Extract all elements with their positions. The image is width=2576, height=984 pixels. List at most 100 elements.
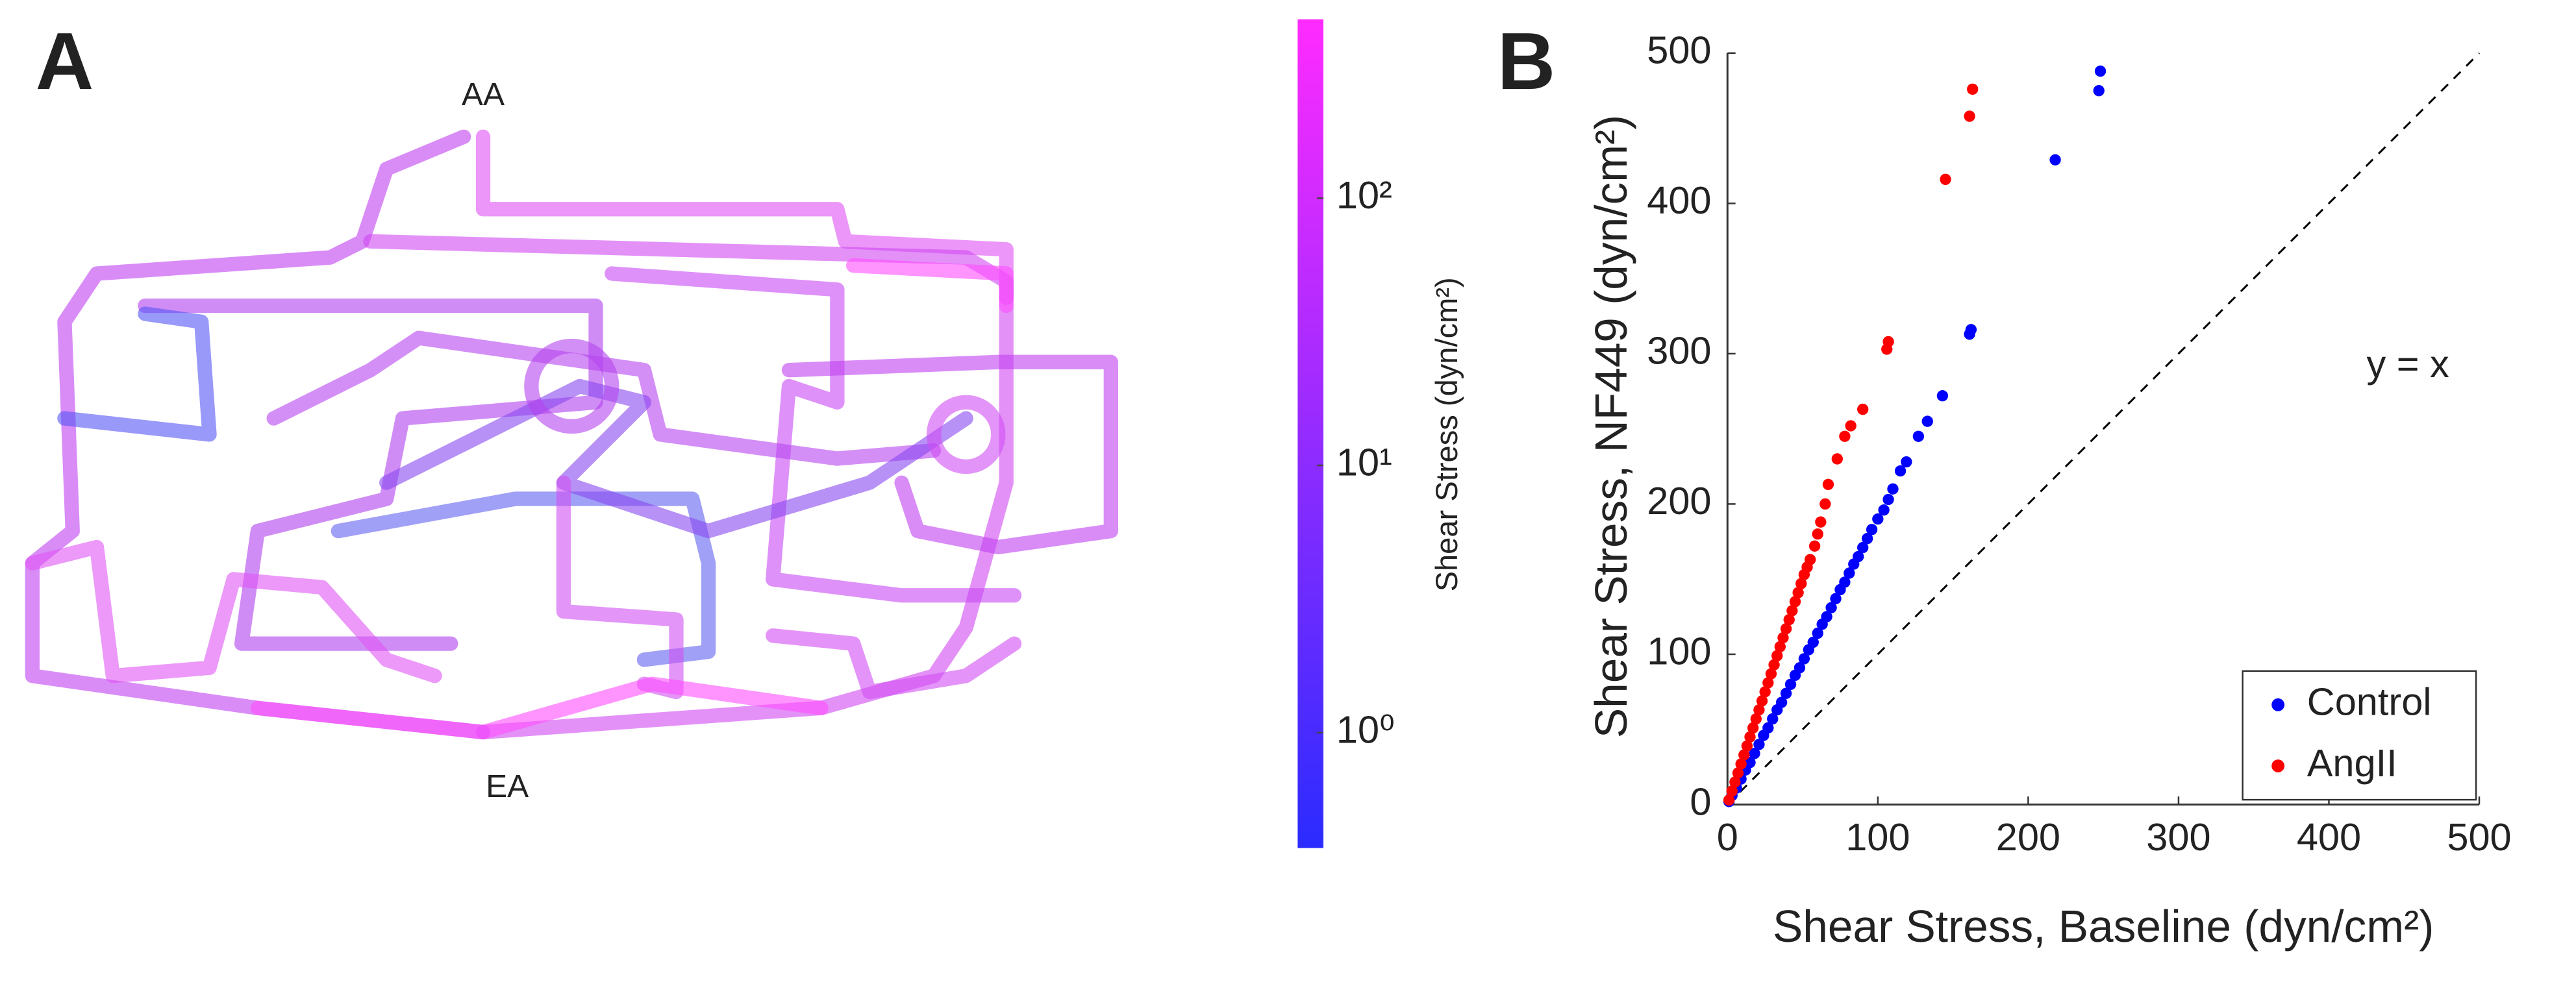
scatter-point <box>1768 659 1780 670</box>
scatter-point <box>1866 524 1878 535</box>
scatter-point <box>1853 550 1864 563</box>
scatter-point <box>1732 767 1744 779</box>
y-axis-title: Shear Stress, NF449 (dyn/cm²) <box>1586 115 1636 738</box>
y-tick-label: 500 <box>1647 29 1711 72</box>
x-tick-label: 100 <box>1845 815 1910 859</box>
x-tick-label: 300 <box>2146 815 2210 859</box>
scatter-point <box>1857 541 1869 554</box>
scatter-point <box>1767 713 1779 725</box>
scatter-point <box>1872 513 1884 525</box>
x-tick-label: 400 <box>2297 815 2361 859</box>
scatter-point <box>1861 533 1873 545</box>
legend-box <box>2242 670 2477 801</box>
scatter-point <box>1774 641 1786 653</box>
scatter-point <box>2093 85 2105 97</box>
scatter-point <box>1759 686 1771 698</box>
vessel <box>379 378 973 539</box>
scatter-point <box>1795 578 1807 589</box>
scatter-point <box>1747 722 1759 734</box>
scatter-point <box>1839 430 1851 442</box>
scatter-point <box>1783 614 1795 626</box>
scatter-point <box>1738 749 1750 761</box>
scatter-point <box>1786 605 1798 617</box>
scatter-point <box>1762 677 1774 689</box>
scatter-point <box>1744 757 1756 769</box>
scatter-point <box>1839 576 1851 588</box>
scatter-point <box>1798 653 1810 665</box>
panel-label: B <box>1497 17 1556 106</box>
scatter-point <box>1812 528 1823 540</box>
scatter-point <box>1821 611 1832 622</box>
vessel <box>475 129 1014 305</box>
scatter-point <box>1729 776 1741 788</box>
scatter-point <box>1777 632 1789 644</box>
scatter-point <box>1756 695 1768 707</box>
vessel <box>331 491 716 667</box>
colorbar-tick-label: 10⁰ <box>1336 707 1395 751</box>
legend-label: Control <box>2307 680 2432 724</box>
scatter-point <box>1936 390 1949 402</box>
scatter-point <box>1901 456 1912 468</box>
scatter-point <box>1822 478 1834 491</box>
scatter-point <box>1812 627 1823 639</box>
colorbar-tick-label: 10² <box>1336 173 1392 217</box>
y-tick-label: 200 <box>1647 479 1711 523</box>
scatter-point <box>1819 498 1831 510</box>
vessel <box>266 330 942 466</box>
vessel <box>57 306 217 442</box>
scatter-point <box>1749 748 1760 759</box>
scatter-point <box>1831 453 1843 465</box>
x-axis-title: Shear Stress, Baseline (dyn/cm²) <box>1773 901 2434 952</box>
scatter-point <box>1735 758 1747 770</box>
vessel <box>25 129 491 740</box>
scatter-point <box>2049 154 2061 166</box>
scatter-point <box>1964 110 1975 122</box>
vessel <box>25 539 442 683</box>
scatter-point <box>1762 722 1774 734</box>
y-tick-label: 0 <box>1690 780 1711 823</box>
scatter-point <box>1808 540 1821 552</box>
vessel <box>363 234 1014 740</box>
scatter-point <box>1807 636 1819 648</box>
colorbar <box>1297 19 1324 848</box>
x-tick-label: 200 <box>1996 815 2060 859</box>
scatter-point <box>1784 678 1797 690</box>
scatter-point <box>1792 587 1804 598</box>
scatter-point <box>1780 622 1792 635</box>
scatter-point <box>1921 415 1933 427</box>
scatter-point <box>1744 731 1756 743</box>
scatter-point <box>1765 668 1777 680</box>
scatter-point <box>1753 704 1765 716</box>
legend-marker <box>2271 698 2285 711</box>
scatter-point <box>1815 516 1827 528</box>
node-label: AA <box>462 76 505 112</box>
scatter-point <box>1857 403 1869 415</box>
vessel <box>926 395 1006 474</box>
scatter-point <box>1965 324 1977 336</box>
scatter-point <box>1940 173 1951 185</box>
scatter-point <box>1882 493 1894 506</box>
y-tick-label: 400 <box>1647 178 1711 222</box>
scatter-point <box>1912 430 1925 442</box>
y-tick-label: 100 <box>1647 630 1711 673</box>
scatter-point <box>1882 336 1894 348</box>
vessel <box>138 298 603 651</box>
scatter-point <box>1878 504 1890 516</box>
scatter-point <box>1723 794 1735 806</box>
panel-label: A <box>36 17 94 106</box>
scatter-point <box>2094 65 2107 77</box>
scatter-point <box>1845 420 1857 432</box>
legend-label: AngII <box>2307 741 2397 785</box>
scatter-point <box>1967 83 1979 95</box>
vessel <box>524 338 619 434</box>
scatter-point <box>1780 687 1792 699</box>
scatter-point <box>1789 596 1801 608</box>
colorbar-label: Shear Stress (dyn/cm²) <box>1429 277 1464 591</box>
scatter-point <box>1844 567 1855 579</box>
scatter-point <box>1726 785 1738 797</box>
scatter-point <box>1825 602 1837 613</box>
scatter-point <box>1741 740 1753 752</box>
